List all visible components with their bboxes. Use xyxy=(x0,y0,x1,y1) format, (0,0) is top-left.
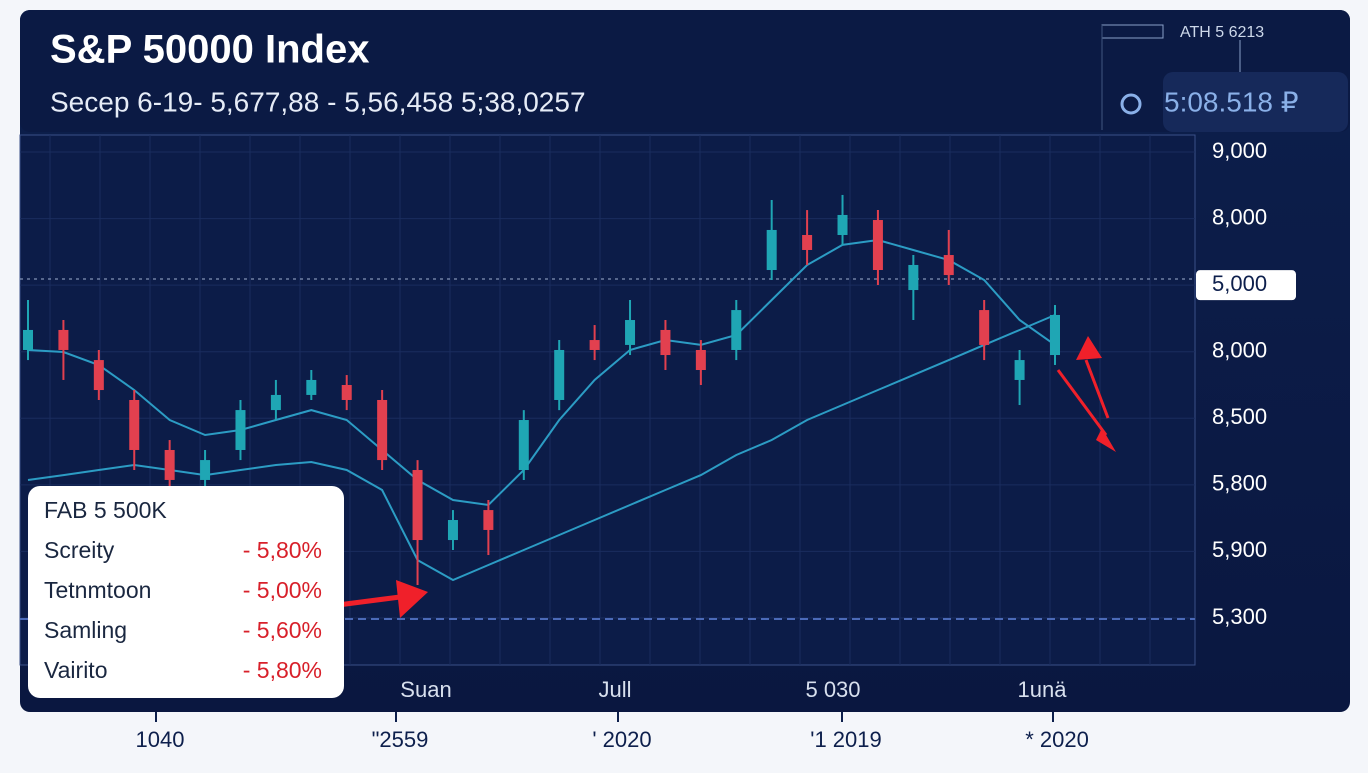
summary-row-value: - 5,60% xyxy=(243,617,322,643)
x-tick-label: Suan xyxy=(400,677,451,702)
arrow-head xyxy=(1096,428,1116,452)
summary-row-value: - 5,80% xyxy=(243,537,322,563)
arrow xyxy=(337,594,401,608)
candle-body xyxy=(270,394,281,411)
arrow xyxy=(1056,369,1108,436)
candle-body xyxy=(660,329,671,356)
candle-body xyxy=(695,349,706,371)
x-tick-label: * 2020 xyxy=(1025,727,1089,752)
line-series xyxy=(27,314,1056,582)
y-tick-label: 8,000 xyxy=(1212,204,1267,229)
candle-body xyxy=(447,520,458,541)
x-tick-label: '1 2019 xyxy=(810,727,882,752)
candle-body xyxy=(625,320,636,345)
candle-body xyxy=(235,410,246,450)
y-tick-label: 5,800 xyxy=(1212,471,1267,496)
chart-title: S&P 50000 Index xyxy=(50,28,369,72)
arrow-head xyxy=(1076,336,1102,360)
x-tick-label: 1040 xyxy=(136,727,185,752)
candle-body xyxy=(943,255,954,276)
candle-body xyxy=(518,420,529,471)
candle-body xyxy=(306,379,317,395)
candle-body xyxy=(341,385,352,400)
candle-body xyxy=(802,234,813,250)
candle-body xyxy=(129,399,140,450)
summary-card xyxy=(28,486,344,698)
candle-body xyxy=(200,460,211,480)
candle-body xyxy=(58,329,69,350)
candle-body xyxy=(554,349,565,400)
x-tick-label: ' 2020 xyxy=(592,727,651,752)
y-tick-label: 5,300 xyxy=(1212,604,1267,629)
candle-body xyxy=(23,329,33,350)
y-tick-label: 9,000 xyxy=(1212,138,1267,163)
y-tick-label: 8,000 xyxy=(1212,338,1267,363)
summary-title: FAB 5 500K xyxy=(44,497,167,523)
marks xyxy=(23,194,1060,586)
summary-row-value: - 5,80% xyxy=(243,657,322,683)
y-label-highlight xyxy=(1196,270,1296,301)
summary-row-label: Tetnmtoon xyxy=(44,577,151,603)
candle-body xyxy=(483,510,494,530)
candle-body xyxy=(589,340,600,350)
badge-value: 5:08.518 ₽ xyxy=(1164,86,1299,117)
summary-row-label: Vairito xyxy=(44,657,108,683)
summary-row-value: - 5,00% xyxy=(243,577,322,603)
arrows xyxy=(337,336,1116,618)
candle-body xyxy=(872,220,883,271)
arrow-head xyxy=(396,580,428,618)
candle-body xyxy=(908,264,919,291)
candle-body xyxy=(164,449,175,480)
candle-body xyxy=(1014,360,1025,380)
x-tick-label: Jull xyxy=(598,677,631,702)
candle-body xyxy=(837,214,848,235)
x-tick-label: 5 030 xyxy=(805,677,860,702)
summary-box: FAB 5 500K Screity - 5,80% Tetnmtoon - 5,00… xyxy=(28,486,344,698)
chart-subtitle: Secep 6-19- 5,677,88 - 5,56,458 5;38,025… xyxy=(50,86,586,117)
y-tick-label: 5,000 xyxy=(1212,271,1267,296)
y-tick-label: 5,900 xyxy=(1212,537,1267,562)
x-tick-label: "2559 xyxy=(372,727,429,752)
line-series xyxy=(27,238,1056,507)
candle-body xyxy=(731,310,742,350)
summary-row-label: Samling xyxy=(44,617,127,643)
x-tick-label: 1unä xyxy=(1018,677,1068,702)
candle-body xyxy=(766,229,777,271)
candle-body xyxy=(979,310,990,345)
badge-icon xyxy=(1120,93,1142,115)
candle-body xyxy=(377,399,388,461)
summary-row-label: Screity xyxy=(44,537,115,563)
arrow xyxy=(1084,359,1110,419)
header-bar xyxy=(20,10,1350,132)
badge-top: ATH 5 6213 xyxy=(1180,24,1264,41)
badge-box xyxy=(1163,72,1348,132)
y-tick-label: 8,500 xyxy=(1212,404,1267,429)
candle-body xyxy=(412,470,423,541)
candle-body xyxy=(1050,314,1060,356)
candle-body xyxy=(93,360,104,391)
